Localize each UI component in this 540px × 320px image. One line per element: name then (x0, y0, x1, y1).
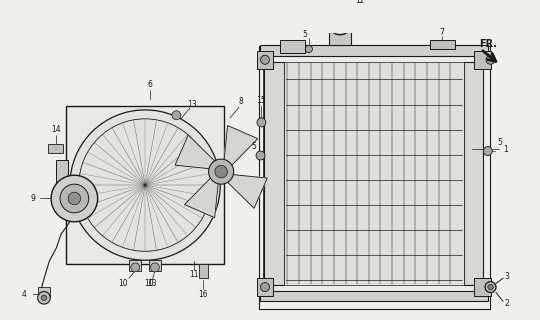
Bar (464, 61, 483, 285)
Text: 8: 8 (239, 97, 243, 106)
Bar (264, 52, 483, 294)
Text: 1: 1 (503, 145, 508, 154)
Bar (148, 260, 161, 271)
Circle shape (260, 283, 269, 292)
Circle shape (257, 118, 266, 127)
Text: 6: 6 (147, 80, 152, 89)
Text: 16: 16 (198, 290, 208, 299)
Text: 14: 14 (51, 125, 60, 134)
Text: 3: 3 (505, 272, 510, 281)
Circle shape (60, 184, 89, 213)
Text: 5: 5 (497, 138, 502, 147)
Circle shape (333, 15, 347, 29)
Text: 4: 4 (21, 290, 26, 299)
Text: 5: 5 (251, 142, 256, 151)
Text: 2: 2 (505, 299, 510, 308)
Bar (264, 61, 284, 285)
Bar (38, 287, 50, 298)
Circle shape (151, 263, 159, 272)
Text: 9: 9 (30, 194, 35, 203)
Polygon shape (175, 135, 219, 169)
Text: 13: 13 (187, 100, 197, 109)
Circle shape (485, 282, 496, 292)
Bar (475, 51, 490, 69)
Bar (329, 29, 351, 45)
Bar (129, 260, 141, 271)
Text: 11: 11 (190, 270, 199, 279)
Bar (199, 264, 208, 278)
Circle shape (483, 147, 492, 156)
Circle shape (215, 165, 227, 178)
Polygon shape (224, 125, 258, 169)
Text: 5: 5 (303, 30, 308, 39)
Circle shape (488, 284, 493, 290)
Text: FR.: FR. (479, 39, 497, 49)
Text: 13: 13 (147, 279, 157, 288)
Circle shape (305, 45, 313, 52)
Bar (56, 160, 68, 210)
Polygon shape (185, 174, 219, 218)
Bar (49, 144, 63, 153)
Bar (280, 40, 305, 52)
Text: 10: 10 (118, 279, 127, 288)
Circle shape (38, 292, 50, 304)
Circle shape (68, 192, 80, 205)
Text: 7: 7 (440, 28, 444, 37)
Bar (66, 106, 224, 264)
Circle shape (51, 175, 98, 222)
Text: 10: 10 (144, 279, 153, 288)
Circle shape (486, 55, 495, 64)
Circle shape (260, 55, 269, 64)
Bar (260, 45, 488, 56)
Circle shape (131, 263, 140, 272)
Circle shape (485, 282, 496, 292)
Circle shape (328, 10, 353, 35)
Bar (284, 61, 464, 285)
Text: 15: 15 (256, 96, 266, 105)
Text: 12: 12 (355, 0, 364, 5)
Bar (475, 278, 490, 296)
Bar (257, 51, 273, 69)
Polygon shape (224, 174, 267, 208)
Circle shape (256, 151, 265, 160)
Circle shape (70, 110, 220, 260)
Circle shape (41, 295, 46, 300)
Circle shape (208, 159, 234, 184)
Bar (430, 40, 455, 49)
Bar (260, 291, 488, 301)
Bar (257, 278, 273, 296)
Circle shape (336, 19, 344, 26)
Circle shape (172, 111, 181, 120)
